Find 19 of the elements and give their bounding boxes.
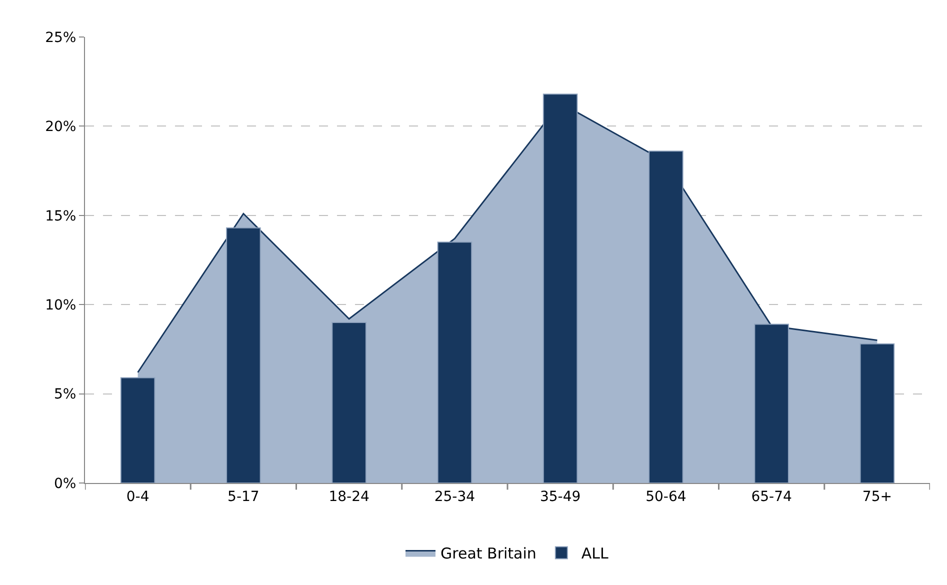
x-tick-label: 35-49 [540,488,581,505]
bar [332,322,366,483]
y-tick-label: 20% [45,119,76,136]
x-tick-label: 18-24 [328,488,370,505]
x-tick-label: 5-17 [228,488,260,505]
x-tick-label: 65-74 [751,488,792,505]
legend-label: Great Britain [440,544,536,563]
y-tick-label: 25% [45,30,76,46]
y-tick-label: 0% [54,476,76,492]
y-tick-label: 10% [45,298,76,314]
x-tick-label: 0-4 [126,488,150,505]
bar [860,343,895,483]
x-tick-label: 75+ [862,488,892,505]
x-tick-label: 50-64 [646,488,686,505]
bar [120,377,156,483]
x-tick-label: 25-34 [434,488,476,505]
y-tick-label: 15% [45,208,76,224]
y-tick-label: 5% [54,386,76,403]
legend-label: ALL [581,544,610,563]
